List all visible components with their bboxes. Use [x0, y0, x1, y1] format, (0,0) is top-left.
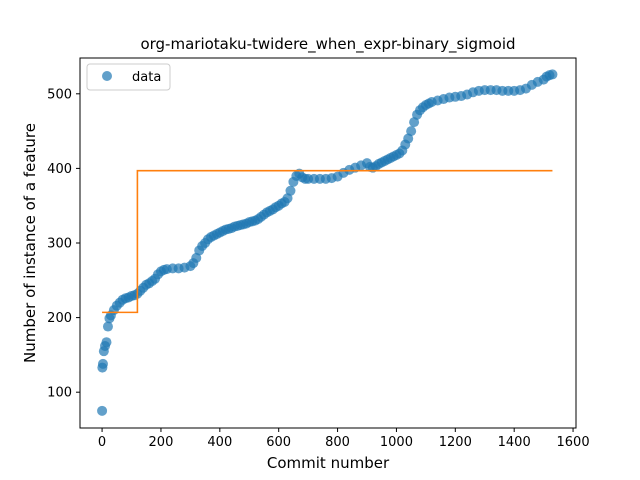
x-tick-label: 400 [207, 435, 232, 450]
chart-title: org-mariotaku-twidere_when_expr-binary_s… [140, 35, 515, 54]
x-tick-label: 0 [98, 435, 106, 450]
plot-area [97, 69, 558, 416]
y-tick-label: 500 [47, 87, 72, 102]
data-point [102, 321, 113, 332]
data-point [547, 69, 558, 80]
data-point [101, 337, 112, 348]
y-tick-label: 300 [47, 237, 72, 252]
x-tick-label: 1000 [380, 435, 413, 450]
x-tick-label: 1200 [439, 435, 472, 450]
x-tick-label: 1400 [498, 435, 531, 450]
x-tick-label: 1600 [557, 435, 590, 450]
y-tick-label: 200 [47, 311, 72, 326]
data-point [285, 185, 296, 196]
x-tick-label: 600 [266, 435, 291, 450]
x-axis-label: Commit number [267, 454, 390, 472]
data-point [406, 126, 417, 137]
fit-line [102, 169, 553, 314]
legend-marker-data [102, 71, 112, 81]
x-tick-label: 200 [149, 435, 174, 450]
data-point [97, 405, 108, 416]
legend-box [86, 63, 171, 91]
y-tick-label: 100 [47, 386, 72, 401]
legend: data [86, 63, 171, 91]
x-tick-label: 800 [325, 435, 350, 450]
y-axis-label: Number of instance of a feature [21, 123, 39, 363]
y-tick-label: 400 [47, 162, 72, 177]
legend-label-data: data [132, 70, 161, 85]
y-axis: 100 200 300 400 500 [47, 87, 80, 401]
x-axis: 0 200 400 600 800 1000 1200 1400 1600 [98, 428, 590, 450]
data-point [97, 358, 108, 369]
